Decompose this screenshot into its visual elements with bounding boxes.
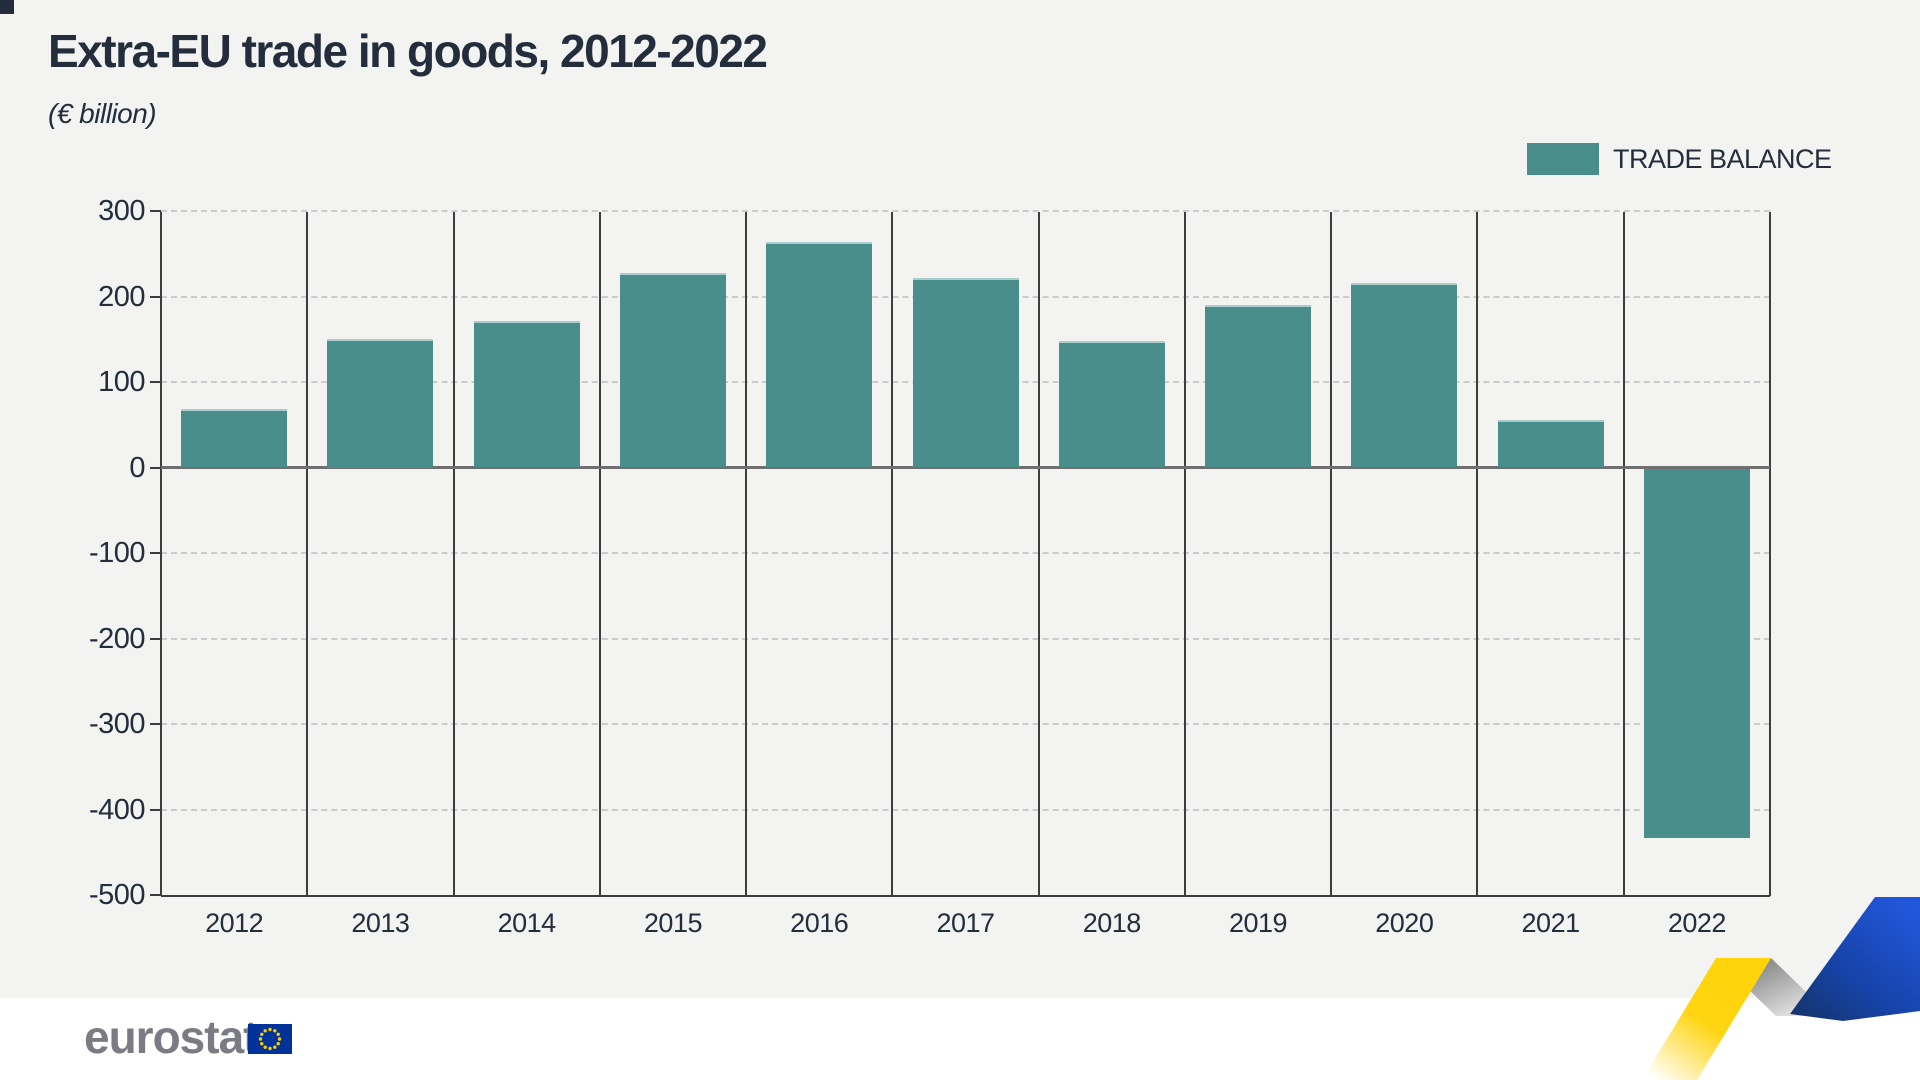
y-tick-label: -400 xyxy=(88,793,146,826)
bar-2014 xyxy=(473,321,580,468)
legend: TRADE BALANCE xyxy=(1527,143,1832,175)
chart-canvas xyxy=(0,0,1920,998)
corner-mark xyxy=(0,0,14,14)
eurostat-logo-text: eurostat xyxy=(84,1011,258,1063)
x-tick-label: 2019 xyxy=(1228,908,1288,938)
y-axis-tick xyxy=(150,466,161,469)
ribbon-yellow-band xyxy=(1642,958,1771,1080)
eu-flag-stars xyxy=(258,1027,282,1051)
eu-flag-icon xyxy=(248,1024,292,1054)
bar-2012 xyxy=(181,409,288,468)
legend-swatch xyxy=(1527,143,1599,175)
column-separator xyxy=(1476,212,1479,896)
bar-2013 xyxy=(327,339,434,468)
plot-area: 300 200 100 0 -100 -200 -300 -400 -500 2012 2013 20… xyxy=(88,195,1771,938)
x-tick-label: 2017 xyxy=(936,908,995,938)
gridline--100 xyxy=(161,552,1770,554)
gridline-300 xyxy=(161,210,1770,212)
y-tick-label: 300 xyxy=(98,195,145,227)
bar-2020 xyxy=(1351,282,1458,468)
y-axis-line xyxy=(160,212,162,896)
zero-line xyxy=(161,466,1770,469)
y-tick-label: 0 xyxy=(129,451,145,484)
chart-subtitle: (€ billion) xyxy=(48,98,157,129)
column-separator xyxy=(1622,212,1625,896)
column-separator xyxy=(1183,212,1186,896)
ribbon-decoration xyxy=(1642,897,1920,1080)
y-tick-label: -300 xyxy=(88,708,146,740)
y-axis-tick xyxy=(150,210,161,212)
x-tick-label: 2016 xyxy=(790,908,849,938)
legend-label: TRADE BALANCE xyxy=(1613,143,1832,174)
y-axis-tick xyxy=(150,381,161,383)
x-tick-label: 2015 xyxy=(643,908,703,938)
column-separator xyxy=(745,212,748,896)
y-axis-tick xyxy=(150,808,161,811)
x-tick-label: 2022 xyxy=(1667,908,1727,938)
plot-right-border xyxy=(1769,212,1771,896)
y-axis-tick xyxy=(150,637,161,640)
column-separator xyxy=(306,212,309,896)
y-axis-tick xyxy=(150,552,161,554)
bar-2016 xyxy=(766,241,873,468)
x-tick-label: 2021 xyxy=(1521,908,1581,938)
x-axis-bottom-line xyxy=(161,895,1770,897)
bar-2018 xyxy=(1058,340,1165,468)
column-separator xyxy=(1330,212,1333,896)
x-tick-label: 2012 xyxy=(205,908,264,938)
chart-title: Extra-EU trade in goods, 2012-2022 xyxy=(48,25,768,77)
y-axis-tick xyxy=(150,894,161,896)
bar-2015 xyxy=(619,272,726,468)
x-tick-label: 2020 xyxy=(1375,908,1434,938)
gridline--400 xyxy=(161,808,1770,811)
column-separator xyxy=(452,212,455,896)
bar-2021 xyxy=(1497,420,1604,468)
x-tick-label: 2013 xyxy=(351,908,410,938)
column-separator xyxy=(891,212,894,896)
bar-2019 xyxy=(1205,305,1312,468)
column-separator xyxy=(1037,212,1040,896)
bar-2022 xyxy=(1643,469,1750,839)
bar-2017 xyxy=(912,277,1019,468)
gridline--200 xyxy=(161,637,1770,640)
gridline--300 xyxy=(161,723,1770,725)
y-axis-tick xyxy=(150,295,161,298)
y-tick-label: 100 xyxy=(98,366,145,398)
column-separator xyxy=(598,212,601,896)
ribbon-blue-band xyxy=(1790,897,1920,1021)
y-tick-label: 200 xyxy=(98,280,145,313)
y-tick-label: -500 xyxy=(88,879,146,911)
y-tick-label: -100 xyxy=(88,537,146,569)
y-tick-label: -200 xyxy=(88,622,146,655)
y-axis-tick xyxy=(150,723,161,725)
x-tick-label: 2014 xyxy=(497,908,557,938)
x-tick-label: 2018 xyxy=(1082,908,1142,938)
footer xyxy=(0,998,1920,1080)
